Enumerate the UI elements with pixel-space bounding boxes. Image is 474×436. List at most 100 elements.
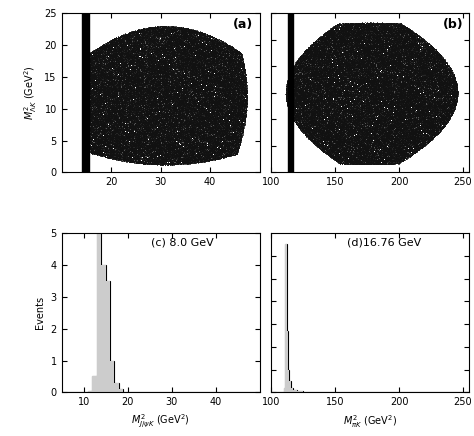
Point bbox=[403, 97, 411, 104]
Point bbox=[354, 69, 362, 76]
Point bbox=[304, 55, 312, 62]
Point bbox=[307, 85, 314, 92]
Point bbox=[155, 55, 163, 62]
Point bbox=[383, 49, 391, 56]
Point bbox=[212, 74, 219, 81]
Point bbox=[369, 28, 377, 35]
Point bbox=[316, 129, 323, 136]
Point bbox=[321, 78, 329, 85]
Point bbox=[181, 26, 189, 33]
Point bbox=[224, 88, 232, 95]
Point bbox=[199, 46, 207, 53]
Point bbox=[118, 147, 125, 154]
Point bbox=[163, 89, 170, 96]
Point bbox=[365, 97, 372, 104]
Point bbox=[341, 63, 349, 70]
Point bbox=[340, 147, 348, 154]
Point bbox=[194, 73, 201, 80]
Point bbox=[371, 97, 379, 104]
Point bbox=[428, 100, 436, 107]
Point bbox=[214, 117, 222, 124]
Point bbox=[209, 152, 217, 159]
Point bbox=[125, 112, 133, 119]
Point bbox=[221, 90, 228, 97]
Point bbox=[417, 93, 424, 100]
Point bbox=[374, 38, 382, 45]
Point bbox=[237, 81, 244, 88]
Point bbox=[135, 109, 143, 116]
Point bbox=[208, 102, 216, 109]
Point bbox=[138, 50, 146, 57]
Point bbox=[334, 82, 342, 89]
Point bbox=[149, 133, 156, 140]
Point bbox=[324, 99, 331, 106]
Point bbox=[383, 148, 391, 155]
Point bbox=[104, 44, 111, 51]
Point bbox=[134, 63, 141, 70]
Point bbox=[369, 66, 376, 73]
Point bbox=[242, 84, 249, 91]
Point bbox=[240, 92, 248, 99]
Point bbox=[376, 129, 384, 136]
Point bbox=[287, 84, 295, 91]
Point bbox=[103, 126, 110, 133]
Point bbox=[414, 37, 422, 44]
Point bbox=[378, 102, 385, 109]
Point bbox=[347, 138, 355, 145]
Point bbox=[414, 116, 422, 123]
Point bbox=[380, 142, 387, 149]
Point bbox=[155, 95, 163, 102]
Point bbox=[419, 42, 427, 49]
Point bbox=[154, 44, 161, 51]
Point bbox=[359, 145, 366, 152]
Point bbox=[343, 88, 351, 95]
Point bbox=[338, 74, 346, 81]
Point bbox=[408, 83, 416, 90]
Point bbox=[427, 74, 434, 81]
Point bbox=[371, 119, 378, 126]
Point bbox=[381, 155, 389, 162]
Point bbox=[322, 88, 330, 95]
Point bbox=[325, 51, 332, 58]
Point bbox=[86, 92, 94, 99]
Point bbox=[173, 33, 181, 40]
Point bbox=[366, 138, 374, 145]
Point bbox=[383, 45, 390, 52]
Point bbox=[188, 83, 196, 90]
Point bbox=[318, 125, 325, 132]
Point bbox=[232, 133, 240, 140]
Point bbox=[163, 25, 170, 32]
Point bbox=[424, 65, 432, 72]
Point bbox=[138, 118, 146, 125]
Point bbox=[294, 108, 301, 115]
Point bbox=[92, 72, 100, 79]
Point bbox=[240, 122, 248, 129]
Point bbox=[305, 114, 312, 121]
Point bbox=[176, 109, 183, 116]
Point bbox=[216, 97, 224, 104]
Point bbox=[177, 157, 185, 164]
Point bbox=[118, 36, 126, 43]
Point bbox=[318, 126, 325, 133]
Point bbox=[210, 90, 217, 97]
Point bbox=[90, 72, 97, 79]
Point bbox=[356, 27, 363, 34]
Point bbox=[185, 63, 193, 70]
Point bbox=[403, 40, 410, 47]
Point bbox=[152, 99, 159, 106]
Point bbox=[117, 129, 125, 136]
Point bbox=[304, 123, 311, 130]
Point bbox=[163, 123, 170, 129]
Point bbox=[398, 38, 405, 45]
Point bbox=[155, 68, 163, 75]
Point bbox=[131, 54, 139, 61]
Point bbox=[159, 95, 166, 102]
Point bbox=[176, 138, 183, 145]
Point bbox=[335, 61, 343, 68]
Point bbox=[432, 77, 439, 84]
Point bbox=[87, 138, 94, 145]
Point bbox=[213, 99, 220, 106]
Point bbox=[235, 89, 243, 96]
Point bbox=[450, 106, 457, 113]
Point bbox=[379, 156, 386, 163]
